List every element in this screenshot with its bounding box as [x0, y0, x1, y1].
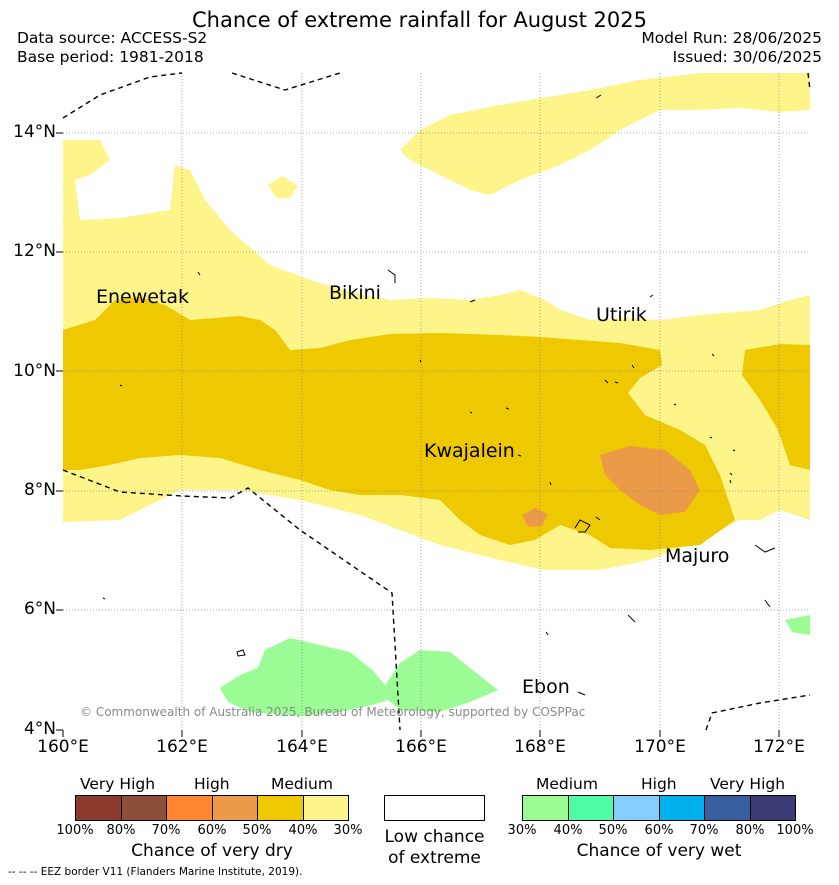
wet-colorbar [522, 795, 796, 821]
low-chance-label: Low chance of extreme [364, 827, 505, 869]
lat-label-10n: 10°N [13, 361, 56, 381]
wet-30-40-region [220, 638, 498, 716]
wet-tick: 40% [553, 823, 583, 838]
lon-label-160e: 160°E [37, 737, 89, 757]
dry-swatch-60-70 [167, 796, 213, 820]
wet-swatch-40-50 [568, 796, 614, 820]
dry-swatch-30-40 [303, 796, 348, 820]
wet-tick: 50% [598, 823, 628, 838]
wet-swatch-50-60 [614, 796, 660, 820]
dry-40-50-east [742, 344, 810, 470]
low-chance-line2: of extreme [388, 848, 481, 868]
dry-30-40-north [400, 73, 810, 195]
place-bikini: Bikini [329, 282, 381, 304]
lon-label-166e: 166°E [395, 737, 447, 757]
wet-legend-title: Chance of very wet [576, 841, 742, 861]
wet-swatch-70-80 [705, 796, 751, 820]
place-ebon: Ebon [522, 676, 570, 698]
lat-label-6n: 6°N [23, 599, 56, 619]
copyright-notice: © Commonwealth of Australia 2025, Bureau… [80, 705, 586, 719]
wet-swatch-60-70 [659, 796, 705, 820]
lat-label-4n: 4°N [23, 719, 56, 739]
issued-date: Issued: 30/06/2025 [672, 48, 822, 66]
place-kwajalein: Kwajalein [424, 440, 515, 462]
data-info: Data source: ACCESS-S2 Base period: 1981… [17, 29, 207, 67]
dry-tick: 60% [197, 823, 227, 838]
dry-header-medium: Medium [271, 775, 333, 793]
dry-swatch-80-100 [76, 796, 122, 820]
wet-30-40-east [785, 615, 810, 635]
wet-swatch-80-100 [750, 796, 795, 820]
dry-tick: 30% [333, 823, 363, 838]
low-chance-swatch [384, 795, 485, 821]
islands [102, 94, 776, 696]
low-chance-line1: Low chance [384, 827, 485, 847]
dry-colorbar [75, 795, 349, 821]
map-title: Chance of extreme rainfall for August 20… [192, 8, 647, 32]
dry-swatch-70-80 [121, 796, 167, 820]
wet-swatch-30-40 [523, 796, 569, 820]
lat-label-8n: 8°N [23, 480, 56, 500]
dry-tick: 70% [151, 823, 181, 838]
wet-tick: 60% [644, 823, 674, 838]
lon-label-162e: 162°E [156, 737, 208, 757]
dry-tick: 50% [242, 823, 272, 838]
wet-header-very-high: Very High [710, 775, 786, 793]
wet-header-medium: Medium [536, 775, 598, 793]
dry-50-60-small [522, 508, 548, 527]
lat-label-14n: 14°N [13, 122, 56, 142]
wet-tick: 100% [776, 823, 814, 838]
dry-tick: 80% [106, 823, 136, 838]
lat-label-12n: 12°N [13, 241, 56, 261]
lon-label-170e: 170°E [634, 737, 686, 757]
dry-swatch-50-60 [212, 796, 258, 820]
place-enewetak: Enewetak [96, 286, 190, 308]
eez-footnote: -- -- -- EEZ border V11 (Flanders Marine… [8, 866, 303, 878]
base-period: Base period: 1981-2018 [17, 48, 204, 66]
dry-tick: 40% [288, 823, 318, 838]
place-majuro: Majuro [665, 545, 730, 567]
wet-tick: 70% [689, 823, 719, 838]
dry-50-60-region [600, 446, 700, 515]
lon-label-168e: 168°E [514, 737, 566, 757]
wet-tick: 80% [735, 823, 765, 838]
wet-header-high: High [641, 775, 677, 793]
dry-40-50-region [63, 297, 735, 550]
dry-tick: 100% [56, 823, 94, 838]
dry-30-40-small [268, 176, 298, 198]
dry-header-high: High [194, 775, 230, 793]
model-run: Model Run: 28/06/2025 [641, 29, 822, 47]
wet-tick: 30% [507, 823, 537, 838]
eez-border [62, 72, 811, 731]
lon-label-172e: 172°E [753, 737, 805, 757]
data-source: Data source: ACCESS-S2 [17, 29, 208, 47]
lon-label-164e: 164°E [276, 737, 328, 757]
run-info: Model Run: 28/06/2025 Issued: 30/06/2025 [641, 29, 822, 67]
dry-header-very-high: Very High [80, 775, 156, 793]
dry-swatch-40-50 [258, 796, 304, 820]
place-utirik: Utirik [596, 304, 647, 326]
dry-legend-title: Chance of very dry [131, 841, 293, 861]
